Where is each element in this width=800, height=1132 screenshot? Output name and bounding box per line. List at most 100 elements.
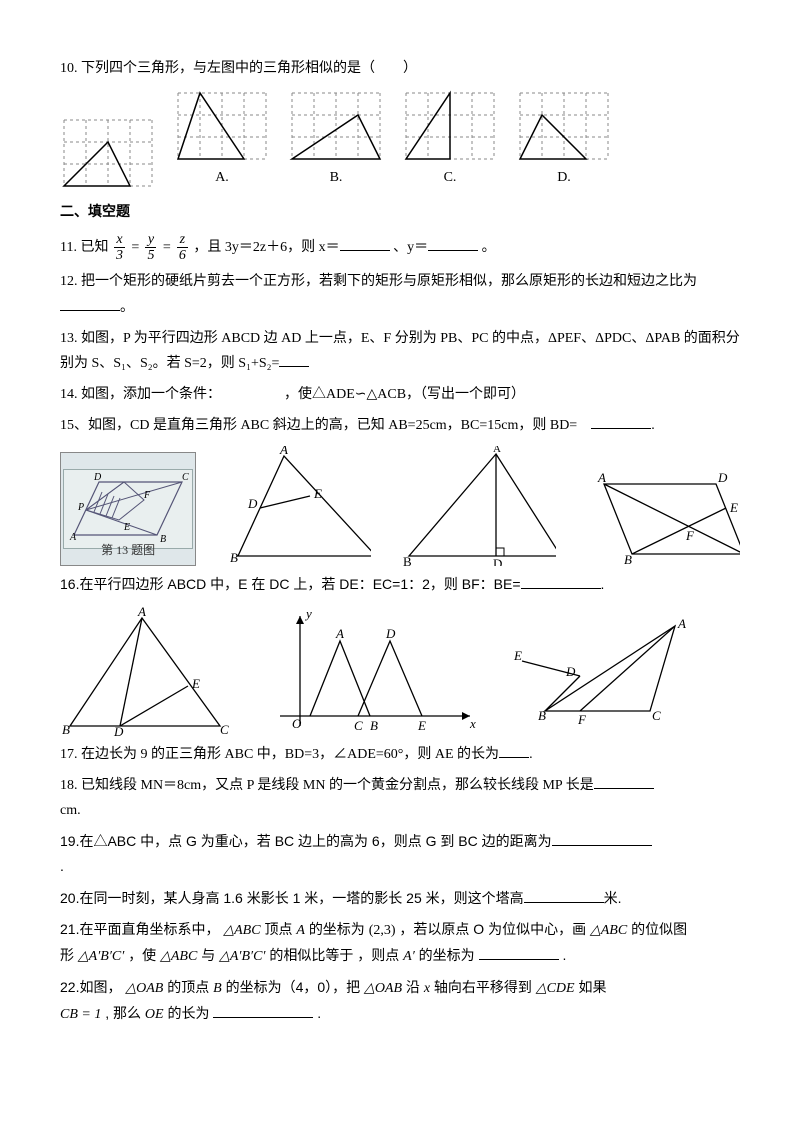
q13a: 13. 如图，P 为平行四边形 ABCD 边 AD 上一点，E、F 分别为 PB… (60, 331, 740, 371)
lbl: D (717, 470, 728, 485)
blank (479, 945, 559, 960)
opt-a-label: A. (215, 165, 229, 190)
m-abc: △ABC (223, 923, 260, 938)
q17: 17. 在边长为 9 的正三角形 ABC 中，BD=3，∠ADE=60°，则 A… (60, 742, 740, 767)
q21: 21.在平面直角坐标系中， △ABC 顶点 A 的坐标为 (2,3) ，若以原点… (60, 917, 740, 969)
m-abc2: △ABC (590, 923, 627, 938)
blank (340, 236, 390, 251)
q21a: 21.在平面直角坐标系中， (60, 921, 219, 937)
fig-13: A D C B P F E 第 13 题图 (60, 452, 196, 566)
blank (524, 888, 604, 903)
q16: 16.在平行四边形 ABCD 中，E 在 DC 上，若 DE：EC=1：2，则 … (60, 572, 740, 597)
blank (594, 774, 654, 789)
q14: 14. 如图，添加一个条件： ，使△ADE∽△ACB，（写出一个即可） (60, 382, 740, 407)
q18b: cm. (60, 803, 81, 818)
m-oe: OE (145, 1007, 164, 1022)
den: 5 (145, 248, 156, 263)
q22c: 的坐标为（4，0），把 (226, 979, 364, 995)
blank (213, 1003, 313, 1018)
blank (428, 236, 478, 251)
q21i: 的相似比等于 ，则点 (269, 947, 403, 963)
fig-13-label: 第 13 题图 (101, 540, 155, 562)
eq2: = (162, 240, 171, 255)
svg-text:F: F (143, 490, 151, 501)
fig-row-2: A B C D E O y x A D C B E A E D B F C (60, 606, 740, 736)
lbl: C (220, 722, 229, 736)
q22: 22.如图， △OAB 的顶点 B 的坐标为（4，0），把 △OAB 沿 x 轴… (60, 975, 740, 1027)
m-abc3: △ABC (160, 949, 197, 964)
grid-ref-svg (60, 116, 156, 190)
q21j: 的坐标为 (419, 947, 475, 963)
lbl: E (729, 500, 738, 515)
blank (591, 414, 651, 429)
q11: 11. 已知 x3 = y5 = z6 ，且 3y＝2z＋6，则 x＝ 、y＝ … (60, 232, 740, 264)
lbl: B (538, 708, 546, 723)
q15: 15、如图，CD 是直角三角形 ABC 斜边上的高，已知 AB=25cm，BC=… (60, 413, 740, 438)
lbl: D (493, 556, 502, 566)
lbl: B (403, 554, 412, 566)
svg-text:B: B (160, 534, 166, 545)
lbl: A (335, 626, 344, 641)
m-a: A (296, 923, 305, 938)
lbl: A (493, 446, 501, 455)
m-apbpcp: △A′B′C′ (78, 949, 124, 964)
lbl: A (279, 446, 288, 457)
lbl: D (565, 664, 576, 679)
num: y (145, 232, 156, 248)
fig-22: A E D B F C (510, 616, 700, 736)
q21f: 形 (60, 947, 74, 963)
q18: 18. 已知线段 MN＝8cm，又点 P 是线段 MN 的一个黄金分割点，那么较… (60, 773, 740, 823)
lbl: A (597, 470, 606, 485)
q22f: 如果 (578, 979, 606, 995)
den: 6 (177, 248, 188, 263)
q21k: . (562, 947, 566, 963)
q19b: . (60, 858, 64, 874)
lbl: E (191, 676, 200, 691)
lbl: B (624, 552, 632, 566)
blank (521, 574, 601, 589)
lbl: E (313, 486, 322, 501)
q11a: 11. 已知 (60, 240, 108, 255)
fig-16: A D E B C F (586, 466, 740, 566)
q20b: 米. (604, 890, 622, 906)
q13: 13. 如图，P 为平行四边形 ABCD 边 AD 上一点，E、F 分别为 PB… (60, 326, 740, 376)
lbl: y (304, 606, 312, 621)
m-b: B (213, 981, 222, 996)
m-x: x (424, 981, 430, 996)
q11c: 、y＝ (393, 240, 428, 255)
grid-d: D. (516, 89, 612, 190)
section-head: 二、填空题 (60, 200, 740, 225)
q20: 20.在同一时刻，某人身高 1.6 米影长 1 米，一塔的影长 25 米，则这个… (60, 886, 740, 911)
q20a: 20.在同一时刻，某人身高 1.6 米影长 1 米，一塔的影长 25 米，则这个… (60, 890, 524, 906)
q21d: ，若以原点 O 为位似中心，画 (399, 921, 586, 937)
blank (552, 831, 652, 846)
q22g: , 那么 (105, 1005, 145, 1021)
m-cde: △CDE (536, 981, 575, 996)
m-oab2: △OAB (364, 981, 402, 996)
q12a: 12. 把一个矩形的硬纸片剪去一个正方形，若剩下的矩形与原矩形相似，那么原矩形的… (60, 274, 697, 289)
q22h: 的长为 (167, 1005, 209, 1021)
fig-18: O y x A D C B E (270, 606, 480, 736)
lbl: A (137, 606, 146, 619)
num: z (177, 232, 188, 248)
m-oab: △OAB (125, 981, 163, 996)
q11b: ，且 3y＝2z＋6，则 x＝ (193, 240, 339, 255)
frac-x3: x3 (114, 232, 125, 264)
opt-c-label: C. (444, 165, 457, 190)
q22i: . (317, 1005, 321, 1021)
lbl: F (685, 528, 695, 543)
m-apbpcp2: △A′B′C′ (219, 949, 265, 964)
lbl: E (417, 718, 426, 733)
blank (499, 743, 529, 758)
opt-b-label: B. (330, 165, 343, 190)
grid-a: A. (174, 89, 270, 190)
frac-z6: z6 (177, 232, 188, 264)
lbl: B (230, 550, 238, 565)
q21h: 与 (201, 947, 219, 963)
opt-d-label: D. (557, 165, 571, 190)
lbl: x (469, 716, 476, 731)
svg-text:P: P (77, 502, 84, 513)
q22d: 沿 (406, 979, 424, 995)
m-cb1: CB = 1 (60, 1007, 101, 1022)
fig-15: A B D (401, 446, 555, 566)
